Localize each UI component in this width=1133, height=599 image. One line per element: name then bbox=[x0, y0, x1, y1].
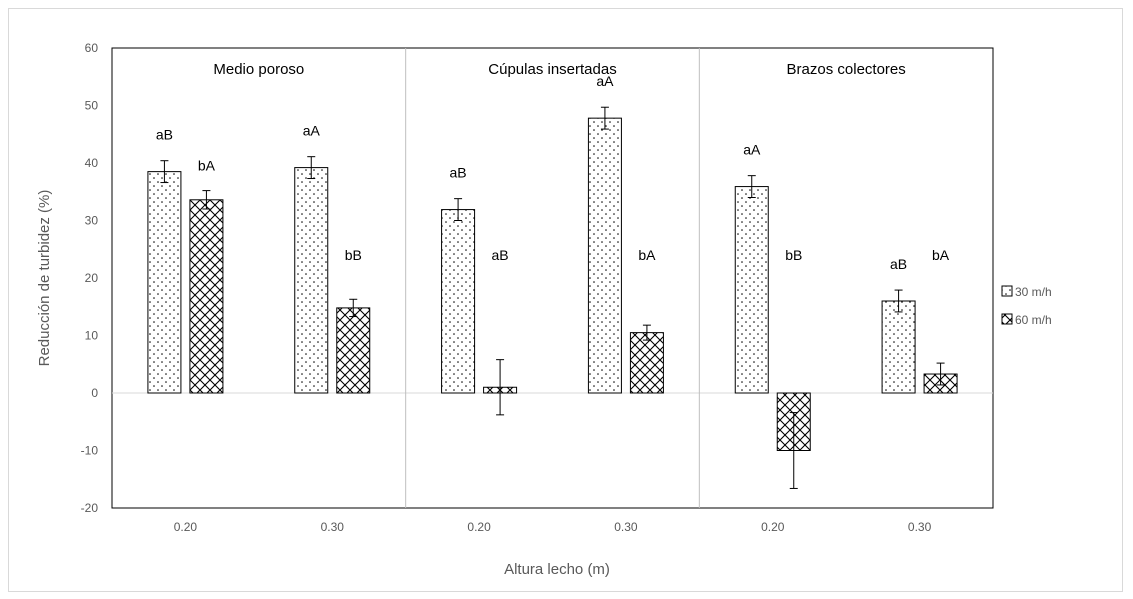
data-label: aB bbox=[492, 247, 509, 263]
bar bbox=[441, 209, 476, 394]
bar bbox=[189, 199, 224, 394]
bar bbox=[336, 307, 371, 394]
bar bbox=[629, 332, 664, 394]
chart-frame bbox=[8, 8, 1123, 592]
data-label: aB bbox=[890, 256, 907, 272]
x-tick-label: 0.30 bbox=[321, 520, 345, 534]
x-axis-title: Altura lecho (m) bbox=[504, 561, 610, 578]
x-tick-label: 0.20 bbox=[174, 520, 198, 534]
y-tick-label: 40 bbox=[85, 156, 99, 170]
y-tick-label: -10 bbox=[81, 444, 99, 458]
bar bbox=[881, 300, 916, 394]
plot-area: -20 -10 0 10 20 30 40 50 60 Medio poroso 0.20 aB bA 0… bbox=[81, 41, 994, 534]
y-tick-label: 20 bbox=[85, 271, 99, 285]
data-label: aA bbox=[596, 73, 614, 89]
x-tick-label: 0.30 bbox=[614, 520, 638, 534]
y-tick-label: 30 bbox=[85, 214, 99, 228]
legend-swatch bbox=[1001, 285, 1013, 297]
plot-border bbox=[111, 47, 994, 509]
data-label: bB bbox=[345, 247, 362, 263]
bar bbox=[587, 117, 622, 394]
bar bbox=[294, 167, 329, 394]
y-tick-label: 50 bbox=[85, 99, 99, 113]
x-tick-label: 0.30 bbox=[908, 520, 932, 534]
legend-label: 60 m/h bbox=[1015, 313, 1052, 327]
y-tick-label: -20 bbox=[81, 501, 99, 515]
panel-title: Cúpulas insertadas bbox=[488, 61, 616, 78]
y-tick-label: 60 bbox=[85, 41, 99, 55]
panel-title: Brazos colectores bbox=[787, 61, 906, 78]
panel-title: Medio poroso bbox=[213, 61, 304, 78]
x-tick-label: 0.20 bbox=[761, 520, 785, 534]
data-label: aA bbox=[743, 142, 761, 158]
data-label: bA bbox=[198, 158, 216, 174]
data-label: aB bbox=[450, 165, 467, 181]
data-label: bA bbox=[932, 247, 950, 263]
y-axis-title: Reducción de turbidez (%) bbox=[36, 190, 53, 367]
legend: 30 m/h 60 m/h bbox=[1001, 285, 1052, 327]
data-label: bB bbox=[785, 247, 802, 263]
data-label: aA bbox=[303, 123, 321, 139]
x-tick-label: 0.20 bbox=[467, 520, 491, 534]
y-tick-label: 0 bbox=[91, 386, 98, 400]
bar bbox=[147, 171, 182, 394]
bar bbox=[734, 186, 769, 394]
data-label: bA bbox=[638, 247, 656, 263]
legend-swatch bbox=[1001, 313, 1013, 325]
data-label: aB bbox=[156, 127, 173, 143]
y-tick-label: 10 bbox=[85, 329, 99, 343]
legend-label: 30 m/h bbox=[1015, 285, 1052, 299]
